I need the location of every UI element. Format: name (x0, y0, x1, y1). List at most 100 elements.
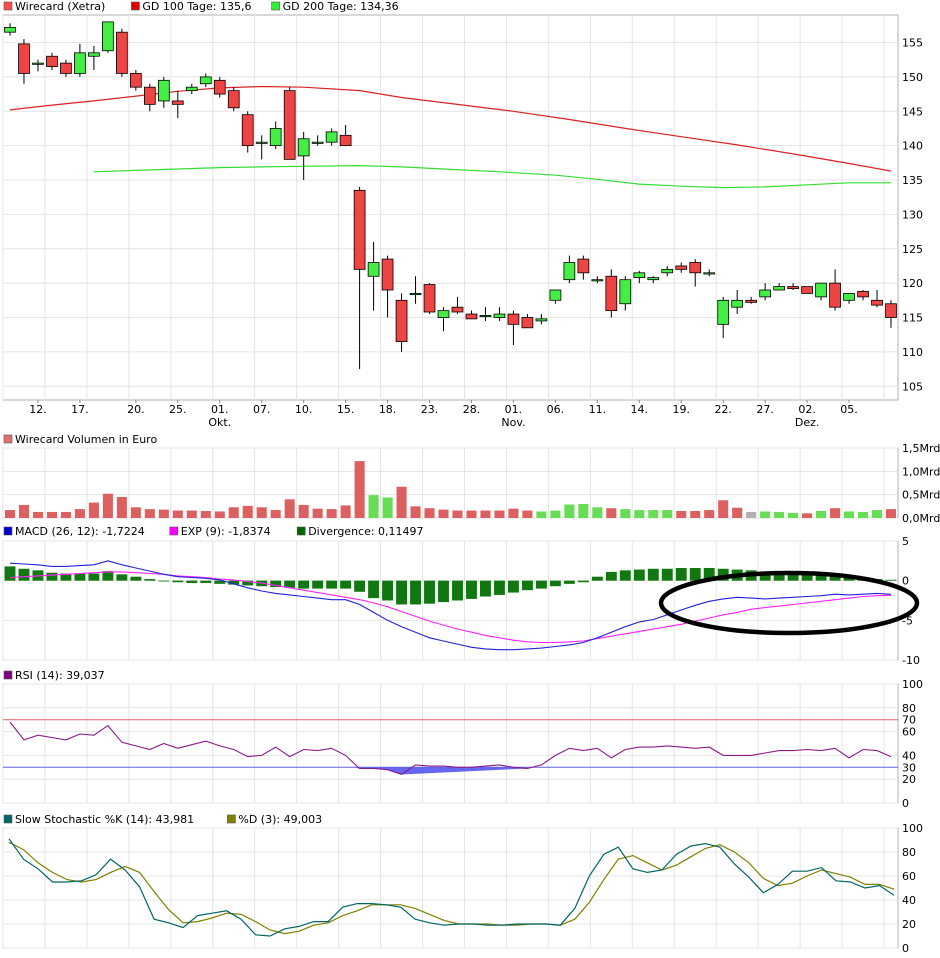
macd-line (9, 560, 892, 651)
candle-body (171, 100, 184, 105)
divergence-bar (424, 580, 435, 604)
volume-bar (550, 510, 561, 518)
volume-bar (396, 486, 407, 518)
candle-body (185, 86, 198, 92)
volume-bar (4, 510, 16, 518)
candle-body (381, 258, 394, 291)
volume-bar (88, 502, 99, 518)
divergence-bar (675, 567, 687, 581)
rsi-y-tick-label: 20 (902, 773, 916, 786)
stoch-legend-label: %D (3): 49,003 (238, 813, 322, 826)
candle-body (60, 62, 72, 74)
volume-bar (634, 510, 645, 518)
candle-body (283, 90, 296, 160)
price-legend-label: GD 100 Tage: 135,6 (142, 0, 251, 13)
divergence-bar (340, 580, 352, 589)
candle-body (521, 317, 534, 329)
volume-bar (858, 511, 869, 518)
volume-bar (130, 507, 141, 518)
candle-body (395, 299, 408, 342)
candle-body (787, 286, 799, 290)
x-tick-label: 25. (169, 403, 187, 416)
volume-bar (60, 511, 71, 518)
volume-bar (466, 510, 477, 518)
x-tick-label: 14. (631, 403, 649, 416)
divergence-bar (563, 580, 575, 584)
macd-legend-label: MACD (26, 12): -1,7224 (15, 525, 145, 538)
volume-bar (298, 504, 309, 518)
divergence-bar (4, 566, 16, 581)
divergence-bar (661, 568, 673, 581)
candle-body (213, 79, 226, 95)
candle-body (647, 277, 660, 281)
volume-bar (116, 497, 127, 518)
volume-bar (885, 509, 897, 518)
x-tick-label: 22. (714, 403, 732, 416)
divergence-bar (591, 576, 603, 581)
macd-y-tick-label: -5 (902, 614, 913, 627)
candle-body (731, 299, 744, 308)
candle-body (689, 262, 702, 274)
macd-legend-label: EXP (9): -1,8374 (181, 525, 271, 538)
rsi-y-tick-label: 0 (902, 797, 909, 810)
rsi-legend-label: RSI (14): 39,037 (15, 669, 105, 682)
price-swatch (131, 1, 140, 11)
price-legend-label: GD 200 Tage: 134,36 (283, 0, 399, 13)
divergence-bar (452, 580, 463, 601)
candle-body (437, 310, 450, 318)
candle-body (18, 43, 30, 74)
divergence-bar (535, 580, 547, 589)
stoch-legend-label: Slow Stochastic %K (14): 43,981 (15, 813, 194, 826)
divergence-bar (214, 580, 226, 584)
volume-bar (606, 508, 617, 518)
volume-y-tick-label: 0,5Mrd (902, 489, 940, 502)
candle-body (535, 318, 548, 322)
x-tick-label: 06. (547, 403, 565, 416)
divergence-bar (633, 569, 645, 581)
stoch-y-tick-label: 60 (902, 870, 916, 883)
divergence-bar (689, 567, 701, 581)
volume-bar (32, 511, 43, 518)
stoch-k-line (8, 838, 895, 937)
x-tick-label: 12. (29, 403, 47, 416)
candle-body (857, 290, 869, 298)
volume-bar (144, 509, 155, 518)
volume-bar (424, 508, 435, 518)
volume-bar (158, 509, 169, 518)
price-y-tick-label: 105 (902, 380, 923, 393)
volume-bar (732, 507, 743, 518)
divergence-bar (354, 580, 366, 592)
price-swatch (3, 1, 13, 11)
x-tick-label: 23. (421, 403, 439, 416)
volume-bar (382, 497, 393, 518)
highlight-ellipse (658, 570, 920, 636)
price-y-tick-label: 155 (902, 37, 923, 50)
divergence-bar (396, 580, 408, 605)
candle-body (353, 189, 366, 270)
volume-bar (480, 510, 491, 518)
volume-bar (340, 505, 351, 518)
volume-bar (788, 512, 799, 518)
x-tick-label: 05. (840, 403, 858, 416)
divergence-bar (270, 580, 282, 588)
x-month-label: Okt. (208, 416, 231, 429)
volume-bar (620, 509, 631, 518)
volume-bar (354, 461, 365, 518)
candle-body (843, 293, 855, 301)
volume-bar (284, 499, 295, 518)
candle-body (269, 128, 282, 147)
divergence-bar (493, 580, 505, 595)
volume-bar (774, 511, 785, 518)
macd-y-tick-label: 0 (902, 575, 909, 588)
volume-y-tick-label: 1,5Mrd (902, 442, 940, 455)
candle-body (297, 138, 310, 157)
candle-body (367, 262, 380, 277)
candle-body (409, 293, 422, 296)
price-y-tick-label: 135 (902, 174, 923, 187)
divergence-bar (242, 580, 254, 586)
volume-bar (871, 510, 883, 518)
x-tick-label: 07. (253, 403, 271, 416)
x-tick-label: 27. (756, 403, 774, 416)
candle-body (717, 299, 730, 325)
volume-bar (760, 511, 771, 518)
